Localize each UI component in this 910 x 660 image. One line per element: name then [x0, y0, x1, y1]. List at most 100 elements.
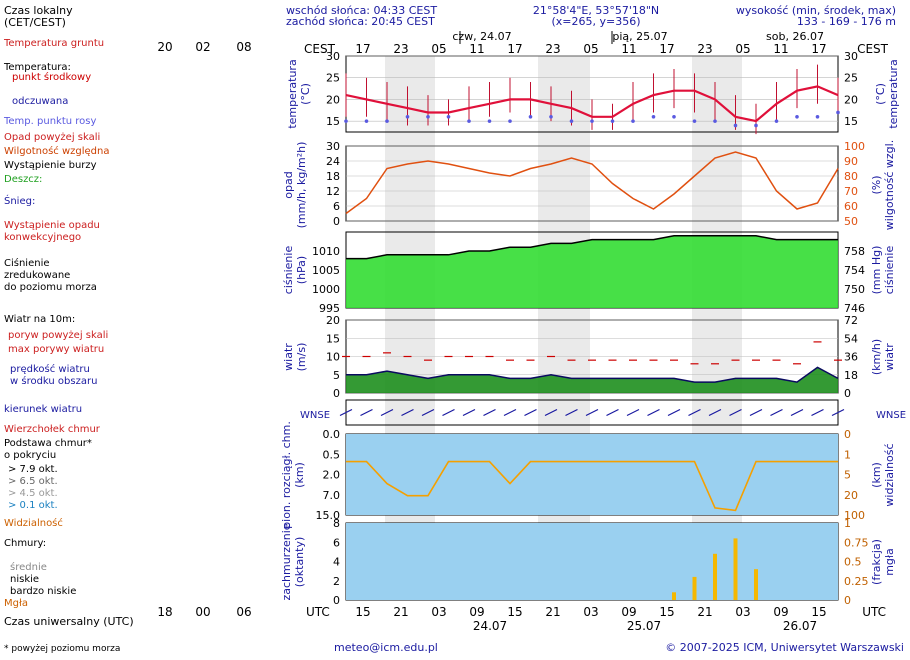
pressure-line: [346, 235, 838, 260]
wind-direction-arrow: [462, 408, 476, 417]
legend-pressure: Ciśnienie zredukowane do poziomu morza: [4, 257, 97, 293]
legend-cloud-base: Podstawa chmur* o pokryciu: [4, 438, 92, 461]
dew-point-marker: [754, 123, 758, 128]
fog-tick-right: 0: [844, 594, 851, 607]
dew-point-marker: [774, 119, 779, 123]
local-hour-tick: 23: [545, 42, 560, 56]
pressure-ylabel-right: ciśnienie: [883, 246, 896, 295]
wind-speed-line: [346, 366, 839, 383]
legend-column: Czas lokalny (CET/CEST) Temperatura gruntu…: [3, 4, 252, 628]
temp-tick-right: 15: [844, 115, 858, 128]
local-hour-tick: 23: [697, 42, 712, 56]
day-label: sob, 26.07: [766, 30, 824, 43]
wind-direction-arrow: [749, 408, 763, 417]
clouds-background: [346, 523, 838, 600]
legend-clouds-high: wysokie: [10, 550, 50, 561]
cloudbase-tick-left: 0.5: [323, 448, 341, 461]
wind-tick-left: 0: [333, 387, 340, 400]
fog-bar: [754, 569, 758, 600]
wind-direction-arrow: [606, 408, 619, 417]
legend-clouds-low: niskie: [10, 574, 39, 585]
legend-utc-tick: 00: [195, 605, 210, 619]
dew-point-marker: [508, 119, 512, 123]
visibility-tick-right: 0: [844, 428, 851, 441]
visibility-tick-right: 1: [844, 448, 851, 461]
legend-cloud-base-line: Podstawa chmur*: [4, 438, 92, 449]
cloudbase-ylabel-left-group: pion. rozciągł. chm. (km): [280, 421, 306, 529]
cloudbase-ylabel-left: pion. rozciągł. chm.: [280, 421, 293, 529]
legend-wind-speed-line: w środku obszaru: [10, 375, 97, 387]
temp-tick-right: 20: [844, 93, 858, 106]
pressure-tick-left: 995: [319, 302, 340, 315]
cest-label-right: CEST: [857, 42, 889, 56]
dew-point-marker: [651, 115, 656, 119]
wind-direction-arrow: [811, 408, 824, 417]
pressure-ylabel-left-group: ciśnienie (hPa): [282, 246, 308, 295]
visibility-tick-right: 100: [844, 509, 865, 522]
legend-local-time: Czas lokalny (CET/CEST): [4, 4, 73, 29]
dew-point-marker: [631, 119, 635, 123]
legend-visibility: Widzialność: [4, 517, 63, 529]
wind-ylabel-right-group: (km/h) wiatr: [870, 339, 896, 375]
cloudbase-tick-left: 2.0: [323, 469, 341, 482]
fog-bar: [713, 553, 717, 600]
night-band: [385, 56, 435, 600]
legend-pressure-line: zredukowane: [4, 270, 70, 281]
night-band: [538, 56, 590, 600]
temperature-line: [345, 85, 839, 123]
precip-tick-left: 24: [326, 155, 340, 168]
utc-hour-tick: 03: [431, 605, 446, 619]
clouds-ylabel-left: zachmurzenie: [280, 523, 293, 600]
local-hour-tick: 05: [735, 42, 750, 56]
clouds-tick-left: 8: [333, 517, 340, 530]
wind-ylabel-right: (km/h): [870, 339, 883, 375]
utc-hour-tick: 15: [355, 605, 370, 619]
sunset-text: zachód słońca: 20:45 CEST: [286, 15, 435, 28]
utc-date: 26.07: [783, 619, 817, 633]
temp-ylabel-right: temperatura: [887, 59, 900, 128]
wind-direction-arrow: [790, 408, 804, 417]
legend-dew: Temp. punktu rosy: [3, 116, 96, 127]
legend-conv: Wystąpienie opadu konwekcyjnego: [4, 220, 100, 243]
utc-date: 25.07: [627, 619, 661, 633]
dew-point-marker: [426, 115, 430, 119]
clouds-tick-left: 6: [333, 536, 340, 549]
wind-tick-right: 0: [844, 387, 851, 400]
utc-hour-tick: 09: [773, 605, 788, 619]
dew-point-marker: [487, 119, 492, 123]
temp-ylabel-left-group: temperatura (°C): [286, 59, 312, 128]
utc-hour-tick: 09: [621, 605, 636, 619]
utc-label-left: UTC: [306, 605, 330, 619]
legend-temp-title: Temperatura:: [3, 62, 71, 73]
legend-local-tick: 20: [157, 40, 172, 54]
pressure-tick-right: 758: [844, 245, 865, 258]
wind-ylabel-right: wiatr: [883, 343, 896, 371]
precip-ylabel-right: (%): [870, 175, 883, 194]
local-hour-tick: 17: [811, 42, 826, 56]
humidity-line: [345, 151, 839, 215]
pressure-area: [346, 235, 838, 308]
wind-tick-left: 10: [326, 351, 340, 364]
humidity-tick-right: 70: [844, 185, 858, 198]
legend-storm: Wystąpienie burzy: [4, 160, 97, 171]
wind-tick-right: 72: [844, 314, 858, 327]
compass-left: WNSE: [300, 410, 330, 421]
pressure-ylabel-right-group: (mm Hg) ciśnienie: [870, 246, 896, 295]
elevation-values: 133 - 169 - 176 m: [797, 15, 896, 28]
utc-hour-tick: 15: [507, 605, 522, 619]
footer-note: * powyżej poziomu morza: [4, 644, 120, 654]
dew-point-marker: [569, 119, 574, 123]
legend-local-time-line: (CET/CEST): [4, 16, 66, 29]
local-hour-tick: 23: [393, 42, 408, 56]
wind-tick-right: 36: [844, 351, 858, 364]
cloudbase-tick-left: 0.0: [323, 428, 341, 441]
legend-snow: Śnieg:: [4, 194, 35, 207]
cloudbase-tick-left: 7.0: [323, 489, 341, 502]
clouds-tick-left: 0: [333, 594, 340, 607]
wind-direction-arrow: [708, 408, 722, 417]
utc-hour-tick: 03: [735, 605, 750, 619]
clouds-tick-left: 4: [333, 556, 340, 569]
dew-point-marker: [405, 115, 410, 119]
fog-bar: [733, 538, 738, 600]
